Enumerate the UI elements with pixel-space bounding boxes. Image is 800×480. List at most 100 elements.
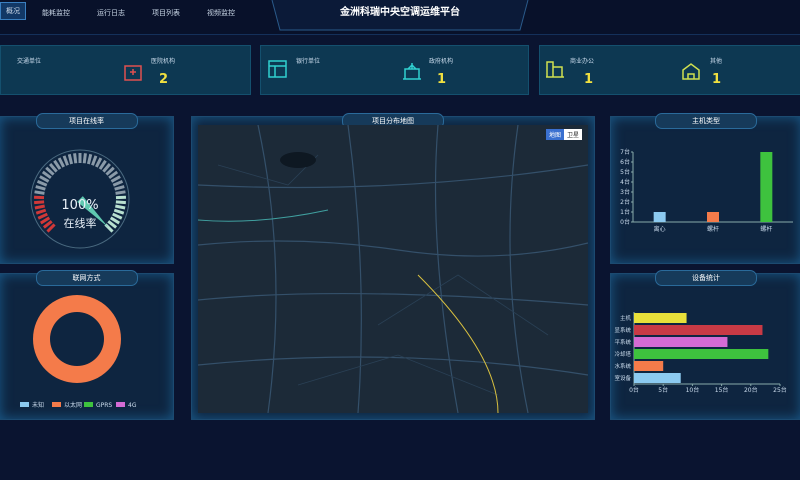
gauge-band-segment <box>53 159 62 170</box>
gauge-band-segment <box>39 216 51 225</box>
gauge-band-segment <box>108 170 119 180</box>
stat-icon <box>268 60 287 78</box>
nav-tab[interactable]: 项目列表 <box>152 9 180 17</box>
stat-icon <box>682 63 700 80</box>
y-tick-label: 5台 <box>620 168 630 176</box>
gauge-band-segment <box>41 170 52 180</box>
gauge-band-segment <box>95 157 103 168</box>
page-title: 金洲科瑞中央空调运维平台 <box>340 7 460 18</box>
panel-title: 主机类型 <box>655 113 757 129</box>
gauge-band-segment <box>37 212 48 220</box>
bar <box>634 373 681 383</box>
gauge-band-segment <box>45 166 55 176</box>
pie-chart: 未知 以太网 GPRS 4G <box>20 295 137 409</box>
panel: 项目分布地图 地图 卫星 <box>191 113 595 420</box>
gauge-band-segment <box>73 153 78 164</box>
stat-label: 交通单位 <box>17 58 42 65</box>
y-tick-label: 0台 <box>620 218 630 226</box>
gauge-chart: 100% 在线率 <box>30 149 130 249</box>
y-tick-label: 主机 <box>620 314 632 322</box>
gauge-band-segment <box>86 153 93 165</box>
gauge-band-segment <box>113 208 125 215</box>
gauge-band-segment <box>34 204 45 210</box>
stat-card: 银行单位 政府机构 1 <box>260 45 529 95</box>
title-frame <box>271 0 529 31</box>
x-tick-label: 15台 <box>715 386 729 394</box>
legend-swatch <box>52 402 61 407</box>
bar <box>634 337 728 347</box>
y-tick-label: 7台 <box>620 148 630 156</box>
gauge-band-segment <box>115 200 126 205</box>
y-tick-label: 室设备 <box>614 374 631 382</box>
stat-value: 1 <box>437 72 447 87</box>
gauge-band-segment <box>109 216 121 225</box>
nav-tab[interactable]: 运行日志 <box>97 9 125 17</box>
gauge-band-segment <box>42 220 53 229</box>
panel: 项目在线率 100% 在线率 <box>0 113 174 264</box>
x-tick-label: 螺杆 <box>760 225 772 233</box>
x-tick-label: 0台 <box>629 386 639 394</box>
gauge-band-segment <box>67 153 74 165</box>
gauge-band-segment <box>107 220 118 229</box>
gauge-band-segment <box>57 157 65 168</box>
gauge-band-segment <box>34 190 45 195</box>
y-tick-label: 水系统 <box>614 362 631 370</box>
stat-icon <box>124 65 142 81</box>
x-tick-label: 5台 <box>658 386 668 394</box>
stat-label: 商业办公 <box>570 58 595 65</box>
stat-icon <box>546 61 564 78</box>
panel-title: 项目在线率 <box>35 113 138 129</box>
gauge-band-segment <box>46 223 56 233</box>
stat-card: 商业办公 1 其他 1 <box>539 45 800 95</box>
bar <box>707 212 719 222</box>
gauge-label: 在线率 <box>64 216 97 230</box>
x-tick-label: 20台 <box>744 386 758 394</box>
gauge-band-segment <box>114 185 125 191</box>
legend-label: 4G <box>128 402 137 409</box>
y-tick-label: 4台 <box>620 178 630 186</box>
nav-tab[interactable]: 视频监控 <box>207 9 235 17</box>
stat-icon <box>403 63 421 80</box>
gauge-ring <box>30 149 130 249</box>
stat-label: 其他 <box>710 58 723 65</box>
gauge-value: 100% <box>61 198 98 213</box>
panel-title: 设备统计 <box>655 270 757 286</box>
x-tick-label: 离心 <box>654 225 666 233</box>
bar <box>634 313 687 323</box>
panel: 设备统计 0台 5台 10台 15台 20台 25台 主机 显系统 平系统 冷却塔 水系统 室设备 <box>610 270 800 420</box>
panel-title: 联网方式 <box>35 270 138 286</box>
stat-label: 政府机构 <box>429 58 454 65</box>
stat-value: 1 <box>584 72 594 87</box>
gauge-band-segment <box>115 204 126 210</box>
gauge-band-segment <box>35 208 47 215</box>
map-button[interactable]: 卫星 <box>563 129 582 140</box>
bar <box>634 361 664 371</box>
stat-card: 交通单位 医院机构 2 <box>0 45 251 95</box>
map-button[interactable]: 地图 <box>545 129 564 140</box>
gauge-band-segment <box>39 175 50 183</box>
x-tick-label: 10台 <box>686 386 700 394</box>
nav-tab[interactable]: 能耗监控 <box>42 9 70 17</box>
nav-tab[interactable]: 概况 <box>0 2 26 20</box>
gauge-band-segment <box>112 212 123 220</box>
panel: 联网方式 未知 以太网 GPRS 4G <box>0 270 174 420</box>
bar <box>760 152 773 222</box>
y-tick-label: 1台 <box>620 208 630 216</box>
legend-label: GPRS <box>96 402 112 409</box>
gauge-band-segment <box>105 166 115 176</box>
y-tick-label: 6台 <box>620 158 630 166</box>
y-tick-label: 2台 <box>620 198 630 206</box>
gauge-band-segment <box>36 180 48 187</box>
gauge-band-segment <box>91 155 98 166</box>
gauge-band-segment <box>98 159 107 170</box>
bar <box>634 349 769 359</box>
x-tick-label: 螺杆 <box>707 225 719 233</box>
gauge-band-segment <box>102 163 112 173</box>
gauge-band-segment <box>34 200 45 205</box>
gauge-needle <box>77 196 109 228</box>
panel: 主机类型 0台 1台 2台 3台 4台 5台 6台 7台 离心 螺杆 螺杆 <box>610 113 800 264</box>
legend-label: 以太网 <box>64 401 82 409</box>
